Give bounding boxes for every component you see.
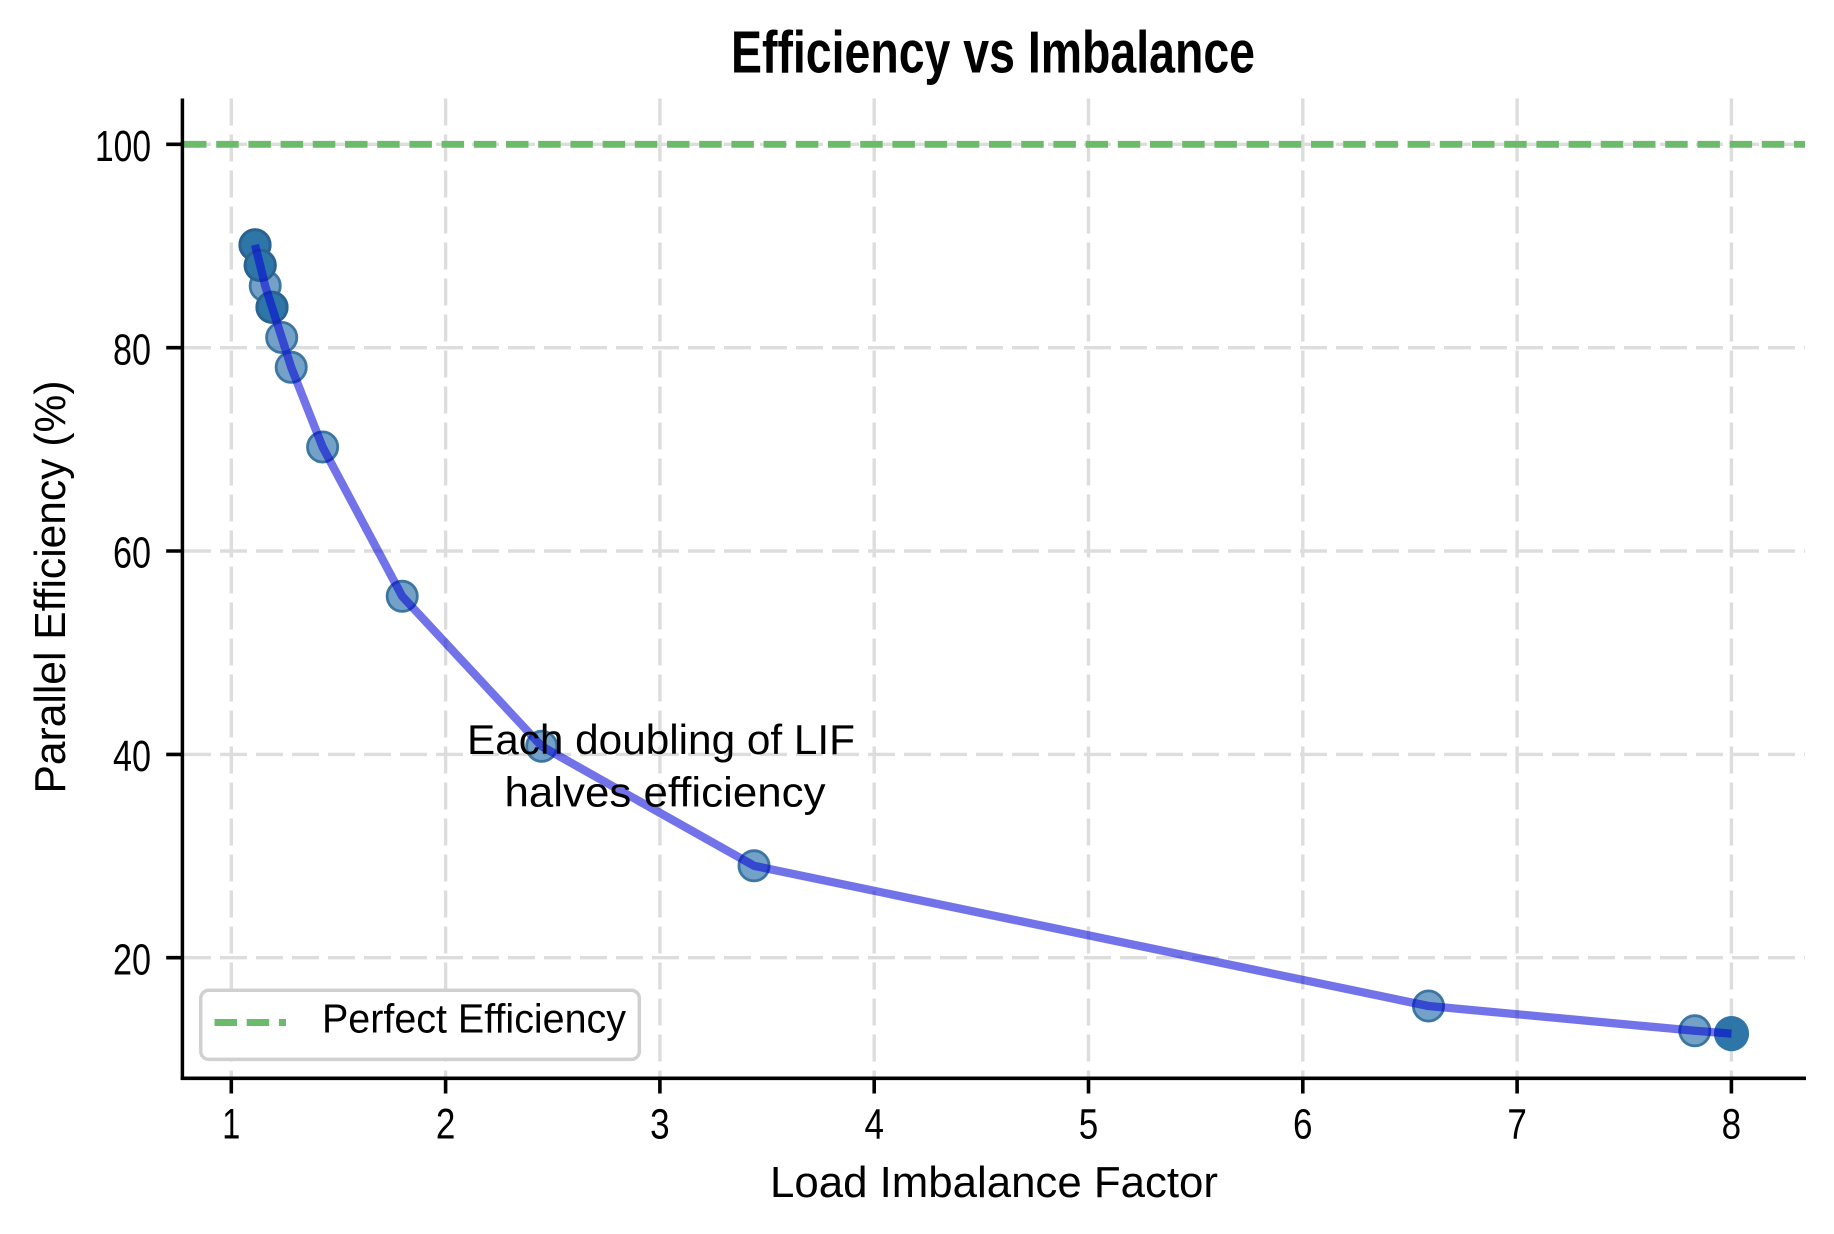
svg-text:80: 80 xyxy=(113,326,151,374)
svg-text:7: 7 xyxy=(1507,1101,1527,1149)
svg-text:60: 60 xyxy=(113,530,151,578)
svg-text:2: 2 xyxy=(436,1101,456,1149)
svg-text:halves efficiency: halves efficiency xyxy=(505,769,826,816)
svg-text:Efficiency vs Imbalance: Efficiency vs Imbalance xyxy=(731,20,1255,86)
svg-text:4: 4 xyxy=(864,1101,884,1149)
svg-text:1: 1 xyxy=(222,1101,240,1149)
svg-text:20: 20 xyxy=(113,936,151,984)
svg-text:40: 40 xyxy=(113,733,151,781)
svg-text:8: 8 xyxy=(1722,1101,1742,1149)
svg-text:Perfect Efficiency: Perfect Efficiency xyxy=(322,996,626,1042)
svg-text:6: 6 xyxy=(1293,1101,1313,1149)
svg-text:Parallel Efficiency (%): Parallel Efficiency (%) xyxy=(26,381,75,794)
svg-text:100: 100 xyxy=(95,123,151,171)
svg-text:Each doubling of LIF: Each doubling of LIF xyxy=(467,716,855,763)
svg-text:Load Imbalance Factor: Load Imbalance Factor xyxy=(770,1158,1218,1207)
svg-text:3: 3 xyxy=(650,1101,670,1149)
svg-text:5: 5 xyxy=(1079,1101,1099,1149)
